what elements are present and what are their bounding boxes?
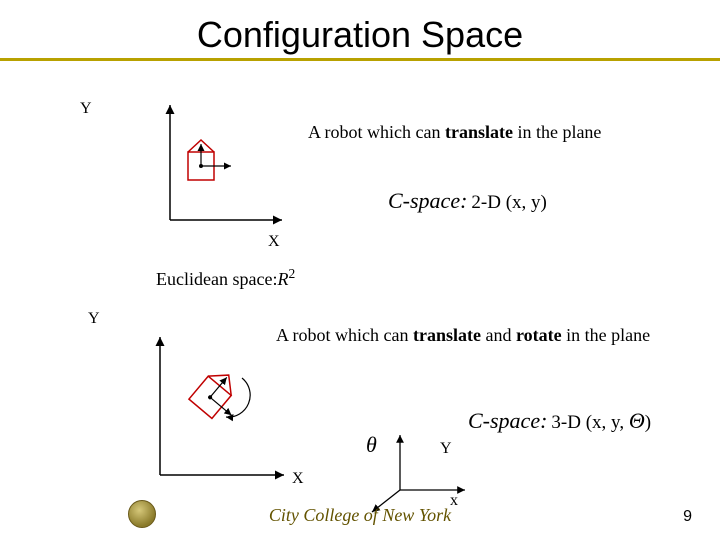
diagram-3	[0, 0, 720, 540]
footer-text: City College of New York	[0, 505, 720, 526]
d3-theta: θ	[366, 432, 377, 458]
d3-y-label: Y	[440, 440, 452, 458]
page-number: 9	[683, 508, 692, 526]
